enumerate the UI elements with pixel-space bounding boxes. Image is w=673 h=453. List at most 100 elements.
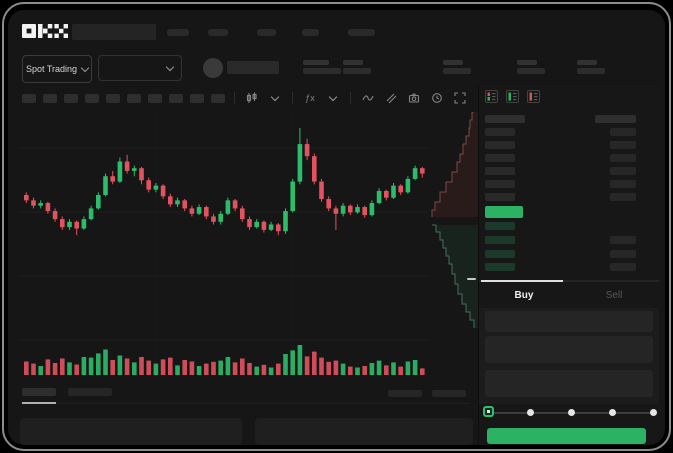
ask-row-skeleton [485, 128, 515, 136]
nav-item-skeleton[interactable] [257, 29, 276, 36]
bottom-action-skeleton[interactable] [388, 390, 422, 397]
depth-chart[interactable] [428, 112, 478, 330]
bottom-panel-skeleton [255, 418, 473, 445]
stat-label-skeleton [343, 60, 363, 65]
bottom-tab-skeleton[interactable] [68, 388, 112, 396]
market-type-label: Spot Trading [25, 64, 78, 74]
timeframe-skeleton[interactable] [190, 93, 204, 103]
tab-sell-label: Sell [605, 289, 623, 301]
bottom-tab-active-skeleton[interactable] [22, 388, 56, 396]
stat-value-skeleton [443, 68, 471, 74]
bid-row-skeleton [485, 222, 515, 230]
coin-avatar [203, 58, 223, 78]
chart-toolbar: ƒx [22, 90, 468, 106]
nav-item-skeleton[interactable] [348, 29, 375, 36]
ask-row-skeleton [485, 154, 515, 162]
bid-row-skeleton [485, 263, 515, 271]
bid-row-skeleton [485, 250, 515, 258]
bid-row-skeleton [610, 250, 636, 258]
okx-logo [22, 24, 68, 38]
order-price-field-skeleton[interactable] [485, 311, 653, 332]
ask-row-skeleton [485, 180, 515, 188]
book-asks-icon[interactable] [527, 90, 540, 103]
nav-item-skeleton[interactable] [208, 29, 228, 36]
chevron-down-icon [80, 63, 90, 73]
tab-sell[interactable]: Sell [569, 282, 659, 308]
fullscreen-icon[interactable] [452, 91, 468, 105]
order-panel: Buy Sell [478, 86, 659, 445]
active-tab-indicator [481, 280, 563, 282]
stat-label-skeleton [517, 60, 537, 65]
timeframe-skeleton[interactable] [43, 93, 57, 103]
trendline-icon[interactable] [360, 91, 376, 105]
slider-stop-75[interactable] [609, 409, 616, 416]
book-bids-icon[interactable] [506, 90, 519, 103]
history-icon[interactable] [429, 91, 445, 105]
orderbook-header-skeleton [485, 115, 525, 123]
tab-buy-label: Buy [514, 289, 534, 301]
timeframe-skeleton[interactable] [106, 93, 120, 103]
tabs-divider [20, 403, 470, 404]
tab-buy[interactable]: Buy [479, 282, 569, 308]
candlestick-chart[interactable] [20, 112, 428, 378]
ask-row-skeleton [610, 180, 636, 188]
orderbook-header-skeleton [595, 115, 636, 123]
header-title-skeleton [72, 24, 156, 40]
nav-item-skeleton[interactable] [167, 29, 189, 36]
orderbook-view-switcher [485, 90, 540, 103]
bottom-panel-skeleton [20, 418, 242, 445]
indicators-icon[interactable]: ƒx [302, 91, 318, 105]
ask-row-skeleton [485, 141, 515, 149]
nav-item-skeleton[interactable] [302, 29, 319, 36]
ask-row-skeleton [485, 193, 515, 201]
app-window: Spot Trading ƒx [8, 10, 665, 445]
bid-row-skeleton [610, 263, 636, 271]
timeframe-skeleton[interactable] [64, 93, 78, 103]
timeframe-skeleton[interactable] [85, 93, 99, 103]
slider-stop-100[interactable] [650, 409, 657, 416]
last-price-bar[interactable] [485, 206, 523, 218]
stat-value-skeleton [517, 68, 545, 74]
camera-icon[interactable] [406, 91, 422, 105]
slider-stop-50[interactable] [568, 409, 575, 416]
timeframe-skeleton[interactable] [22, 93, 36, 103]
bid-row-skeleton [610, 236, 636, 244]
timeframe-skeleton[interactable] [127, 93, 141, 103]
ask-row-skeleton [610, 167, 636, 175]
buy-button[interactable] [487, 428, 646, 444]
timeframe-skeleton[interactable] [169, 93, 183, 103]
bid-row-skeleton [485, 236, 515, 244]
market-type-selector[interactable]: Spot Trading [22, 55, 92, 83]
ask-row-skeleton [610, 154, 636, 162]
chevron-down-icon[interactable] [325, 91, 341, 105]
chevron-down-icon[interactable] [267, 91, 283, 105]
measure-icon[interactable] [383, 91, 399, 105]
slider-stop-25[interactable] [527, 409, 534, 416]
chevron-down-icon [165, 62, 175, 72]
bottom-action-skeleton[interactable] [432, 390, 466, 397]
stat-label-skeleton [443, 60, 463, 65]
toolbar-divider [234, 92, 235, 104]
tab-divider [479, 280, 659, 282]
stat-value-skeleton [303, 68, 341, 74]
pair-selector[interactable] [98, 55, 182, 81]
toolbar-divider [292, 92, 293, 104]
ask-row-skeleton [610, 128, 636, 136]
order-total-field-skeleton[interactable] [485, 370, 653, 397]
timeframe-skeleton[interactable] [211, 93, 225, 103]
chart-type-icon[interactable] [244, 91, 260, 105]
ask-row-skeleton [610, 141, 636, 149]
ask-row-skeleton [485, 167, 515, 175]
stat-value-skeleton [343, 68, 371, 74]
stat-value-skeleton [577, 68, 605, 74]
ask-row-skeleton [610, 193, 636, 201]
book-combined-icon[interactable] [485, 90, 498, 103]
order-amount-field-skeleton[interactable] [485, 336, 653, 363]
toolbar-divider [350, 92, 351, 104]
pair-name-skeleton [227, 61, 279, 74]
amount-slider-handle[interactable] [483, 406, 494, 417]
timeframe-skeleton[interactable] [148, 93, 162, 103]
indicators-label: ƒx [305, 93, 315, 103]
stat-label-skeleton [303, 60, 329, 65]
stat-label-skeleton [577, 60, 597, 65]
